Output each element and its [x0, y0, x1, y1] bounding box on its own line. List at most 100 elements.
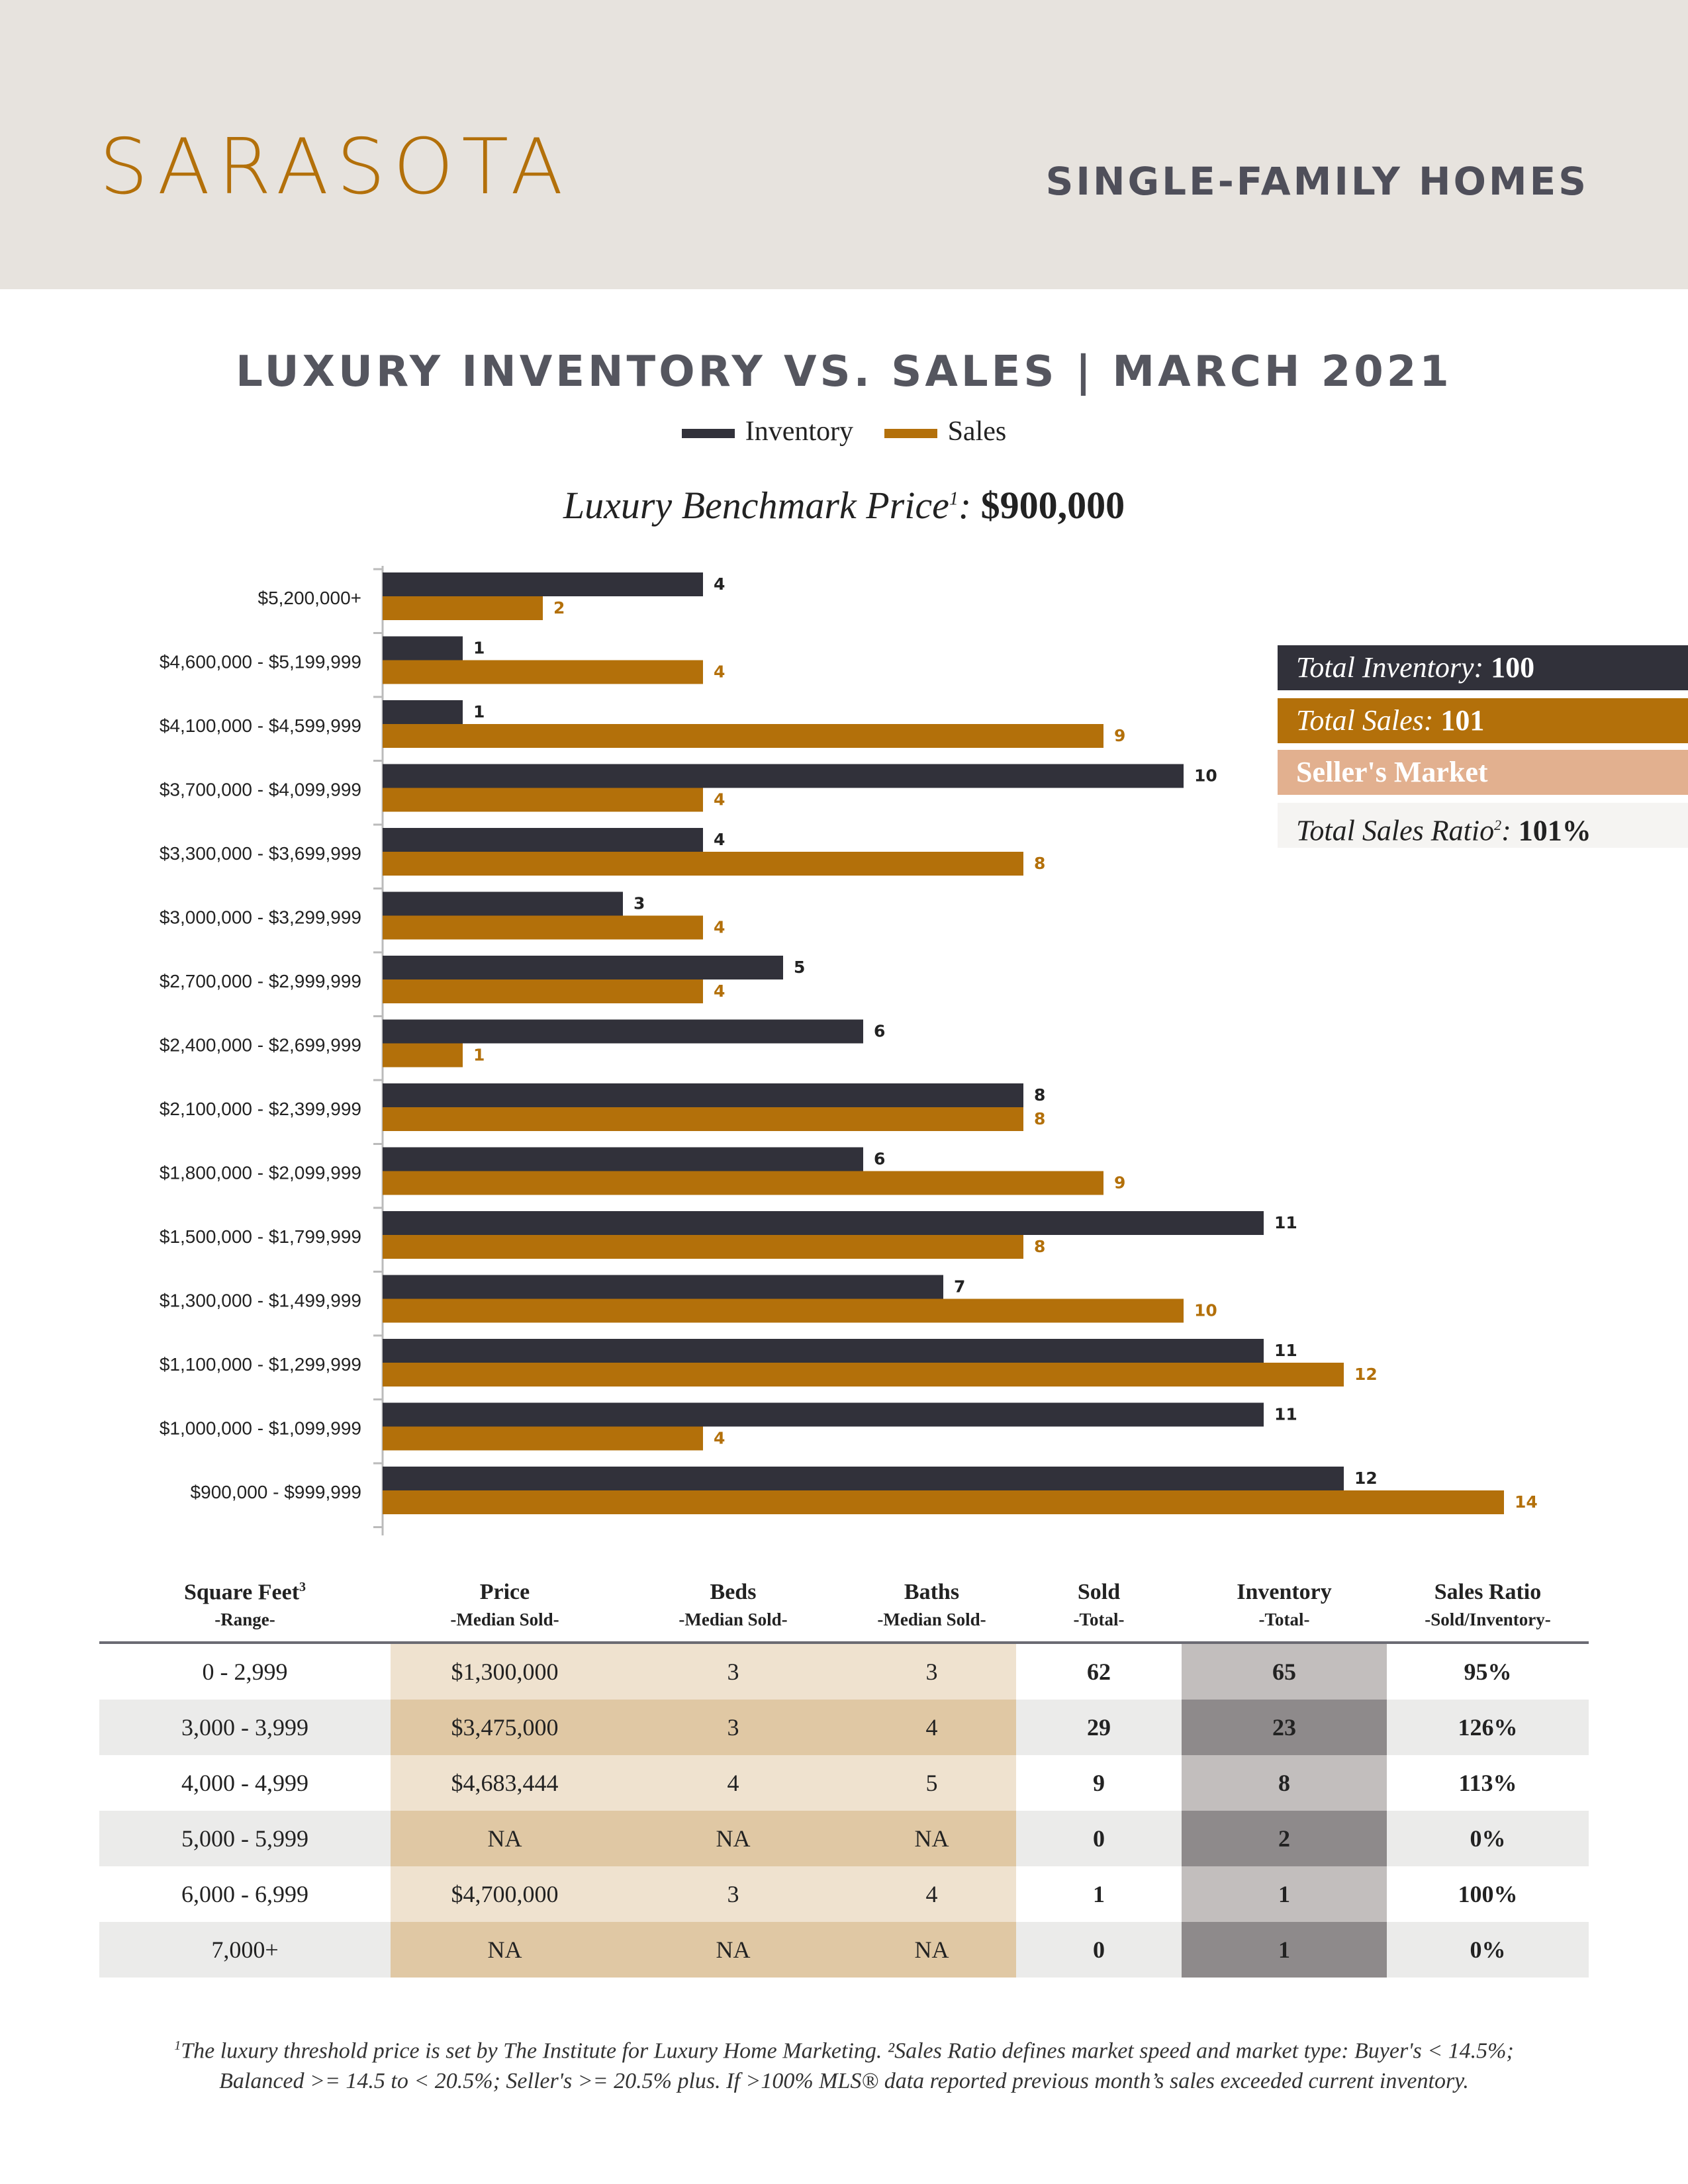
benchmark-label: Luxury Benchmark Price [563, 484, 949, 527]
category-label: $2,700,000 - $2,999,999 [160, 971, 361, 991]
category-label: $2,100,000 - $2,399,999 [160, 1099, 361, 1119]
cell-range: 6,000 - 6,999 [99, 1866, 391, 1922]
cell-beds: 3 [619, 1866, 847, 1922]
sales-value-label: 8 [1034, 854, 1045, 873]
cell-sales-ratio: 0% [1387, 1922, 1589, 1978]
sales-bar [383, 788, 703, 812]
category-label: $5,200,000+ [258, 588, 362, 608]
cell-inventory: 8 [1182, 1755, 1387, 1811]
sales-value-label: 8 [1034, 1109, 1045, 1128]
col-sub-beds: -Median Sold- [619, 1610, 847, 1644]
category-label: $3,000,000 - $3,299,999 [160, 907, 361, 928]
inventory-value-label: 3 [633, 894, 645, 913]
category-label: $3,300,000 - $3,699,999 [160, 843, 361, 864]
legend-inventory: Inventory [681, 416, 853, 447]
cell-beds: NA [619, 1922, 847, 1978]
inventory-value-label: 11 [1274, 1213, 1297, 1232]
total-inventory-value: 100 [1491, 651, 1535, 684]
sales-value-label: 9 [1114, 726, 1125, 745]
cell-sold: 0 [1016, 1811, 1182, 1866]
col-sub-price: -Median Sold- [391, 1610, 619, 1644]
table-row: 5,000 - 5,999 NA NA NA 0 2 0% [99, 1811, 1589, 1866]
cell-beds: 4 [619, 1755, 847, 1811]
inventory-bar [383, 572, 703, 596]
legend-sales: Sales [884, 416, 1006, 447]
cell-baths: 5 [847, 1755, 1016, 1811]
sales-ratio-label: Total Sales Ratio [1296, 814, 1495, 847]
header-banner: SARASOTA SINGLE-FAMILY HOMES [0, 0, 1688, 289]
col-header-sold: Sold [1077, 1580, 1121, 1604]
col-header-sales-ratio: Sales Ratio [1434, 1580, 1542, 1604]
total-inventory-box: Total Inventory: 100 [1278, 645, 1688, 690]
table-row: 4,000 - 4,999 $4,683,444 4 5 9 8 113% [99, 1755, 1589, 1811]
benchmark-price: Luxury Benchmark Price1: $900,000 [563, 484, 1125, 527]
sales-bar [383, 915, 703, 940]
inventory-value-label: 6 [874, 1022, 885, 1041]
chart-title: LUXURY INVENTORY VS. SALES | MARCH 2021 [236, 347, 1452, 396]
inventory-value-label: 1 [473, 639, 485, 658]
sales-value-label: 4 [714, 662, 725, 682]
inventory-value-label: 6 [874, 1150, 885, 1169]
inventory-value-label: 4 [714, 830, 725, 849]
inventory-value-label: 10 [1194, 766, 1217, 786]
footnote-line-1: 1The luxury threshold price is set by Th… [174, 2038, 1514, 2064]
market-type-box: Seller's Market [1278, 750, 1688, 795]
stats-table: Square Feet3 Price Beds Baths Sold Inven… [99, 1575, 1589, 1978]
cell-sales-ratio: 126% [1387, 1700, 1589, 1755]
sales-bar [383, 1043, 463, 1068]
category-label: $1,500,000 - $1,799,999 [160, 1226, 361, 1247]
cell-sold: 1 [1016, 1866, 1182, 1922]
inventory-bar [383, 828, 703, 852]
cell-sales-ratio: 95% [1387, 1643, 1589, 1700]
sales-value-label: 8 [1034, 1237, 1045, 1256]
inventory-bar [383, 1083, 1023, 1107]
sales-value-label: 4 [714, 1429, 725, 1448]
cell-sales-ratio: 113% [1387, 1755, 1589, 1811]
sales-value-label: 4 [714, 981, 725, 1001]
category-label: $1,100,000 - $1,299,999 [160, 1354, 361, 1375]
inventory-bar [383, 1211, 1264, 1235]
footnote-line-2: Balanced >= 14.5 to < 20.5%; Seller's >=… [219, 2069, 1469, 2094]
inventory-bar [383, 1402, 1264, 1427]
inventory-value-label: 8 [1034, 1085, 1045, 1105]
sales-bar [383, 724, 1103, 748]
cell-inventory: 1 [1182, 1922, 1387, 1978]
sales-value-label: 4 [714, 918, 725, 937]
sales-value-label: 10 [1194, 1301, 1217, 1320]
cell-beds: 3 [619, 1700, 847, 1755]
cell-price: $3,475,000 [391, 1700, 619, 1755]
inventory-bar [383, 1275, 943, 1299]
cell-inventory: 1 [1182, 1866, 1387, 1922]
inventory-value-label: 7 [954, 1277, 965, 1297]
category-label: $3,700,000 - $4,099,999 [160, 780, 361, 800]
cell-range: 4,000 - 4,999 [99, 1755, 391, 1811]
inventory-bar [383, 764, 1184, 788]
footnote: 1The luxury threshold price is set by Th… [0, 2030, 1688, 2097]
legend-sales-swatch [884, 429, 937, 439]
cell-sold: 9 [1016, 1755, 1182, 1811]
category-label: $1,000,000 - $1,099,999 [160, 1418, 361, 1439]
category-label: $900,000 - $999,999 [191, 1482, 361, 1502]
legend-inventory-swatch [681, 429, 735, 439]
sales-value-label: 9 [1114, 1173, 1125, 1193]
sales-value-label: 1 [473, 1046, 485, 1065]
cell-beds: 3 [619, 1643, 847, 1700]
table-row: 3,000 - 3,999 $3,475,000 3 4 29 23 126% [99, 1700, 1589, 1755]
col-sub-sold: -Total- [1016, 1610, 1182, 1644]
cell-range: 0 - 2,999 [99, 1643, 391, 1700]
cell-baths: NA [847, 1922, 1016, 1978]
sales-value-label: 14 [1515, 1492, 1538, 1512]
inventory-bar [383, 1339, 1264, 1363]
cell-price: $1,300,000 [391, 1643, 619, 1700]
sales-value-label: 12 [1354, 1365, 1378, 1384]
sales-bar [383, 1426, 703, 1451]
cell-inventory: 23 [1182, 1700, 1387, 1755]
category-label: $1,300,000 - $1,499,999 [160, 1291, 361, 1311]
category-label: $2,400,000 - $2,699,999 [160, 1035, 361, 1056]
sales-bar [383, 596, 543, 620]
cell-inventory: 2 [1182, 1811, 1387, 1866]
market-type-label: Seller's Market [1296, 756, 1488, 788]
cell-inventory: 65 [1182, 1643, 1387, 1700]
inventory-bar [383, 1019, 863, 1044]
sales-bar [383, 1363, 1344, 1387]
